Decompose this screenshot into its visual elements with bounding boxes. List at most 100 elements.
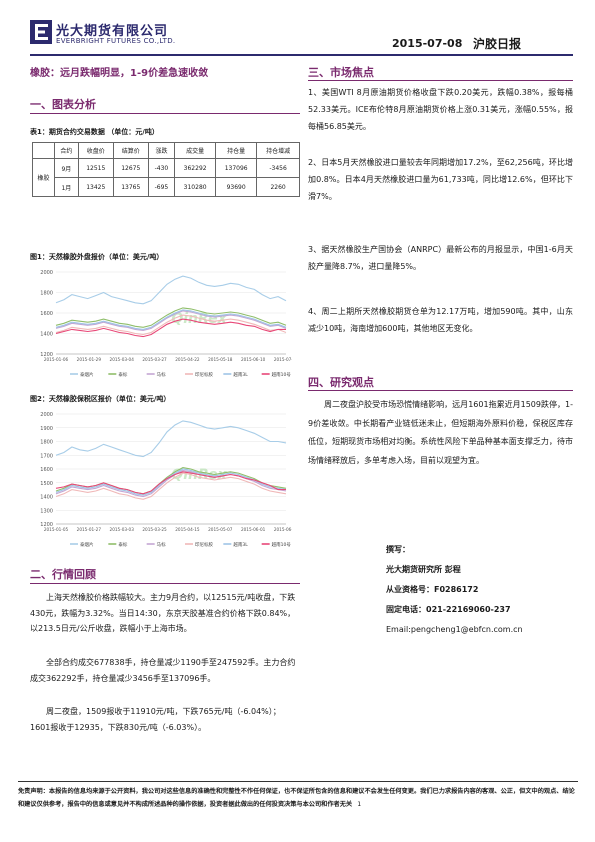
futures-trade-table: 合约 收盘价 结算价 涨跌 成交量 持仓量 持仓增减 橡胶 9月 12515 1… xyxy=(32,142,300,197)
section-underline xyxy=(30,583,300,584)
disclaimer-text: 免责声明：本报告的信息均来源于公开资料，我公司对这些信息的准确性和完整性不作任何… xyxy=(18,788,575,808)
legend-label: 泰标 xyxy=(118,371,127,378)
legend-label: 马标 xyxy=(157,371,166,378)
x-tick-label: 2015-03-27 xyxy=(142,357,167,362)
table-header-cell: 持仓量 xyxy=(215,142,258,159)
table-cell: 9月 xyxy=(54,158,79,178)
review-paragraph-3: 周二夜盘，1509报收于11910元/吨，下跌765元/吨（-6.04%）；16… xyxy=(30,707,281,732)
series-line xyxy=(55,318,286,338)
table-cell: 12675 xyxy=(112,158,149,178)
series-line xyxy=(55,420,287,458)
series-line xyxy=(55,468,287,496)
x-tick-label: 2015-01-27 xyxy=(77,527,102,532)
author-license: 从业资格号：F0286172 xyxy=(386,585,479,594)
section-underline xyxy=(308,390,573,391)
table-cell: 13765 xyxy=(112,177,149,197)
legend-label: 泰烟片 xyxy=(80,371,94,378)
y-tick-label: 1900 xyxy=(40,426,53,432)
table-cell: 362292 xyxy=(174,158,217,178)
review-paragraph-1: 上海天然橡胶价格跌幅较大。主力9月合约，以12515元/吨收盘，下跌430元，跌… xyxy=(30,593,296,633)
table1-caption: 表1：期货合约交易数据 （单位：元/吨） xyxy=(30,128,159,136)
chart2-container: 1200 1300 1400 1500 1600 1700 1800 1900 2000 QinR… xyxy=(30,408,292,554)
research-view-paragraph: 周二夜盘沪胶受市场恐慌情绪影响，远月1601拖累近月1509跌停，1-9价差收敛… xyxy=(308,400,573,465)
focus-item-2: 2、日本5月天然橡胶进口量较去年同期增加17.2%，至62,256吨，环比增加0… xyxy=(308,158,573,201)
review-paragraph-2: 全部合约成交677838手，持仓量减少1190手至247592手。主力合约成交3… xyxy=(30,658,296,683)
table-cell: 93690 xyxy=(215,177,258,197)
x-tick-label: 2015-01-29 xyxy=(77,357,102,362)
y-tick-label: 2000 xyxy=(40,412,53,418)
table-header-cell: 成交量 xyxy=(174,142,217,159)
table-row-label: 橡胶 xyxy=(32,158,55,197)
chart1-caption: 图1：天然橡胶外盘报价（单位：美元/吨） xyxy=(30,253,164,261)
legend-label: 越南10号 xyxy=(272,541,292,548)
table-row: 橡胶 9月 12515 12675 -430 362292 137096 -34… xyxy=(32,158,300,197)
x-tick-label: 2015-06-01 xyxy=(241,527,266,532)
section-underline xyxy=(308,80,573,81)
table-cell: 310280 xyxy=(174,177,217,197)
legend-label: 马标 xyxy=(157,541,166,548)
x-tick-label: 2015-05-18 xyxy=(208,357,233,362)
footer-divider xyxy=(18,781,578,782)
legend-label: 印尼标胶 xyxy=(195,371,213,378)
x-tick-label: 2015-06-24 xyxy=(274,527,292,532)
series-line xyxy=(55,314,287,336)
author-label: 撰写： xyxy=(386,545,410,554)
section-title-market-focus: 三、市场焦点 xyxy=(308,66,374,79)
y-tick-label: 1500 xyxy=(40,481,53,487)
series-line xyxy=(55,307,287,328)
focus-item-3: 3、据天然橡胶生产国协会（ANRPC）最新公布的月报显示，中国1-6月天胶产量降… xyxy=(308,245,573,271)
table-header-cell: 涨跌 xyxy=(147,142,176,159)
author-email[interactable]: Email:pengcheng1@ebfcn.com.cn xyxy=(386,625,523,634)
x-tick-label: 2015-03-03 xyxy=(110,527,135,532)
table-cell: -430 xyxy=(147,158,176,178)
chart2-caption: 图2：天然橡胶保税区报价（单位：美元/吨） xyxy=(30,395,171,403)
x-tick-label: 2015-05-07 xyxy=(208,527,233,532)
table-cell: 13425 xyxy=(77,177,114,197)
series-line xyxy=(55,310,287,331)
company-logo-icon xyxy=(30,20,52,44)
author-org-name: 光大期货研究所 彭程 xyxy=(386,565,461,574)
section-title-market-review: 二、行情回顾 xyxy=(30,568,96,581)
y-tick-label: 1800 xyxy=(40,440,53,446)
y-tick-label: 1700 xyxy=(40,453,53,459)
focus-item-1: 1、美国WTI 8月原油期货价格收盘下跌0.20美元，跌幅0.38%，报每桶52… xyxy=(308,88,573,131)
series-line xyxy=(55,309,287,330)
legend-label: 越南3L xyxy=(233,371,248,378)
x-tick-label: 2015-03-25 xyxy=(142,527,167,532)
section-underline xyxy=(30,113,300,114)
table-cell: -3456 xyxy=(256,158,300,178)
legend-label: 泰烟片 xyxy=(80,541,94,548)
x-tick-label: 2015-04-15 xyxy=(175,527,200,532)
y-tick-label: 1200 xyxy=(40,522,53,528)
report-title: 沪胶日报 xyxy=(473,37,522,51)
table-header-cell: 合约 xyxy=(54,142,79,159)
y-tick-label: 1400 xyxy=(40,332,53,338)
table-cell: 12515 xyxy=(77,158,114,178)
y-tick-label: 1200 xyxy=(40,352,53,358)
table-row: 1月 13425 13765 -695 310280 93690 2260 xyxy=(33,177,300,197)
table-header-cell: 持仓增减 xyxy=(256,142,300,159)
chart2-bonded-price: 120013001400150016001700180019002000QinR… xyxy=(40,412,292,548)
x-tick-label: 2015-01-05 xyxy=(44,527,69,532)
series-line xyxy=(55,472,287,500)
table-corner-cell xyxy=(32,142,55,159)
headline: 橡胶：远月跌幅明显，1-9价差急速收敛 xyxy=(30,68,209,79)
y-tick-label: 1600 xyxy=(40,311,53,317)
x-tick-label: 2015-03-04 xyxy=(110,357,135,362)
legend-label: 越南3L xyxy=(233,541,248,548)
section-title-research-view: 四、研究观点 xyxy=(308,376,374,389)
y-tick-label: 1300 xyxy=(40,508,53,514)
table-cell: 1月 xyxy=(54,177,79,197)
x-tick-label: 2015-06-10 xyxy=(241,357,266,362)
series-line xyxy=(55,275,287,305)
y-tick-label: 1600 xyxy=(40,467,53,473)
legend-label: 印尼标胶 xyxy=(195,541,213,548)
chart1-container: 1200 1400 1600 1800 2000 QinRex 2015-01-06 2015… xyxy=(30,266,292,384)
author-phone: 固定电话：021-22169060-237 xyxy=(386,605,511,614)
x-tick-label: 2015-01-06 xyxy=(44,357,69,362)
table-header-cell: 收盘价 xyxy=(77,142,114,159)
x-tick-label: 2015-04-22 xyxy=(175,357,200,362)
table-header-cell: 结算价 xyxy=(112,142,149,159)
legend-label: 泰标 xyxy=(118,541,127,548)
company-name-en: EVERBRIGHT FUTURES CO.,LTD. xyxy=(56,37,176,45)
